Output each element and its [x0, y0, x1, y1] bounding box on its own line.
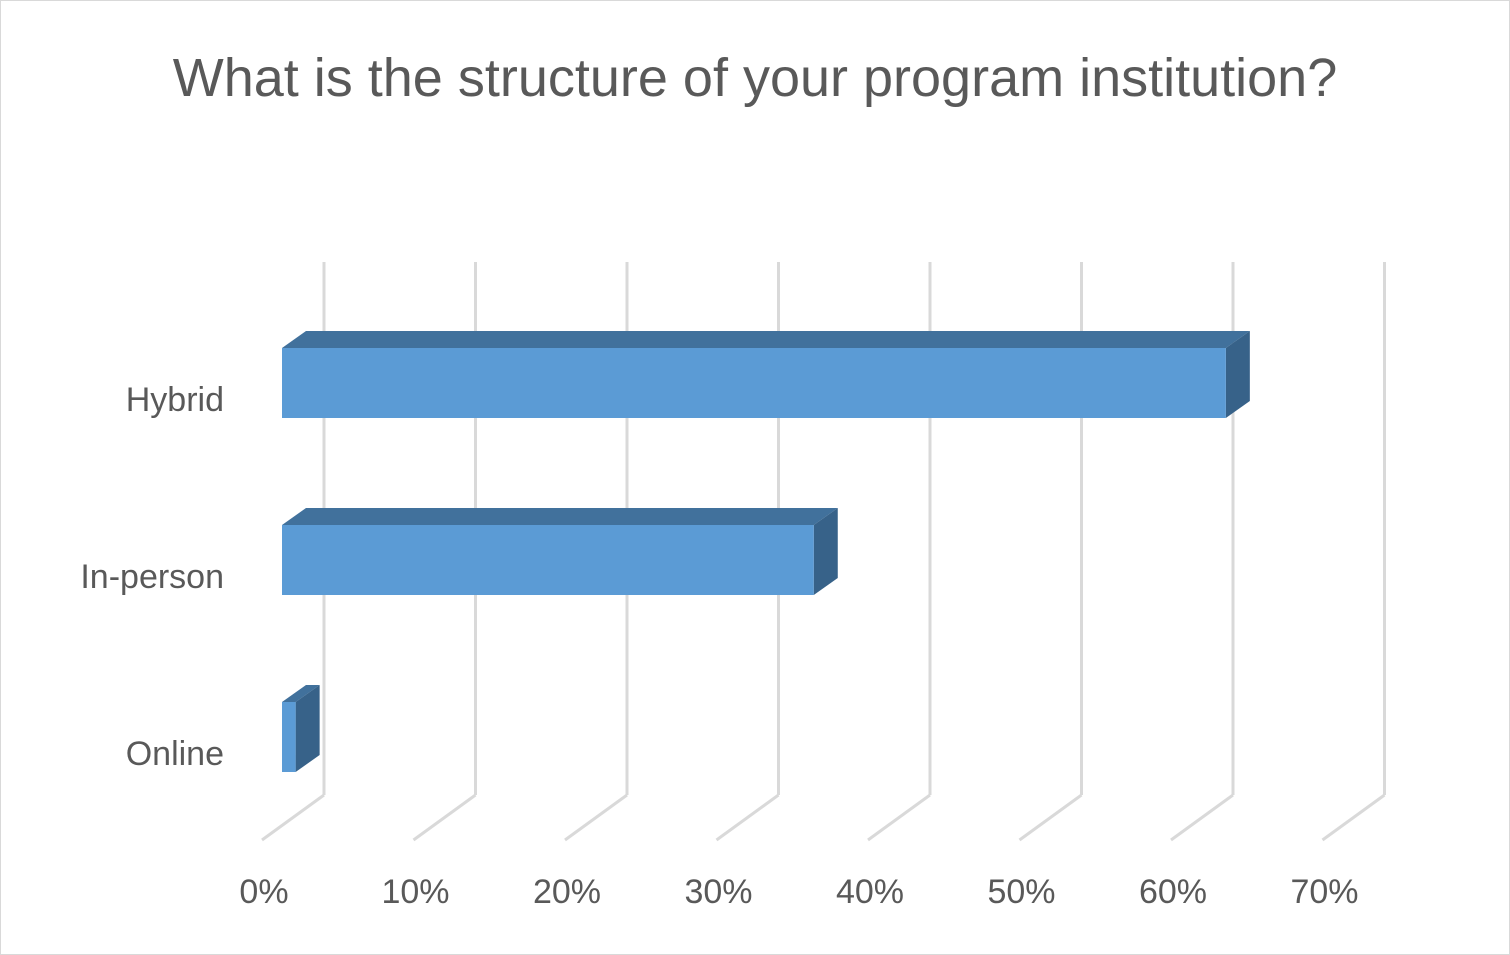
axis-labels: 0% 10% 20% 30% 40% 50% 60% 70% Hybrid In-person On…: [80, 381, 1358, 911]
bar: [282, 508, 838, 595]
gridline-floor: [1170, 793, 1234, 842]
gridline-floor: [564, 793, 628, 842]
bar-side-face: [813, 508, 838, 595]
x-tick-label: 50%: [987, 873, 1055, 911]
bar-front-face: [282, 525, 814, 595]
y-category-label: Online: [126, 735, 224, 773]
x-tick-label: 30%: [684, 873, 752, 911]
bar-front-face: [282, 702, 296, 772]
gridline-floor: [1018, 793, 1083, 842]
x-tick-label: 70%: [1290, 873, 1358, 911]
bar-side-face: [1225, 331, 1250, 418]
x-tick-label: 60%: [1139, 873, 1207, 911]
gridline-floor: [715, 793, 780, 842]
chart-title: What is the structure of your program in…: [172, 48, 1338, 108]
gridline-floor: [867, 793, 931, 842]
x-tick-label: 10%: [381, 873, 449, 911]
bar: [282, 685, 320, 772]
gridline-floor: [1321, 793, 1386, 842]
bar-top-face: [282, 685, 320, 702]
bars: [282, 331, 1250, 772]
y-category-label: In-person: [80, 558, 224, 596]
gridline-floor: [261, 793, 325, 842]
bar-top-face: [282, 508, 838, 525]
gridline-floor: [412, 793, 477, 842]
bar-top-face: [282, 331, 1250, 348]
x-tick-label: 0%: [239, 873, 288, 911]
bar-side-face: [295, 685, 320, 772]
y-category-label: Hybrid: [126, 381, 224, 419]
bar: [282, 331, 1250, 418]
x-tick-label: 40%: [836, 873, 904, 911]
x-tick-label: 20%: [533, 873, 601, 911]
bar-front-face: [282, 348, 1226, 418]
